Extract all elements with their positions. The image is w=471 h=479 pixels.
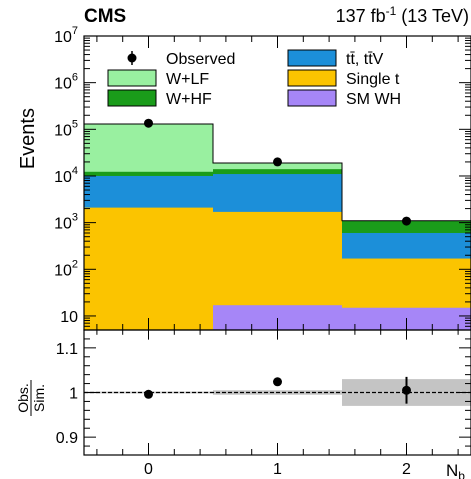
ratio-y-tick-label: 1.1 [56,341,78,358]
ratio-points [144,376,411,404]
legend-label: Observed [166,51,235,68]
y-tick-label: 102 [54,258,78,279]
y-tick-label: 105 [54,118,78,139]
stacked-histogram [83,123,471,330]
observed-point-1 [273,157,282,167]
legend-swatch [107,69,157,87]
ratio-point-0 [144,389,153,399]
y-axis-ticks: 10 102 103 104 105 106 107 [54,25,471,331]
legend-swatch [107,89,157,107]
legend-label: W+HF [166,91,212,108]
y-tick-label: 104 [54,165,78,186]
luminosity-label: 137 fb-1 (13 TeV) [336,4,469,26]
observed-points [144,118,411,226]
legend-marker [127,53,137,63]
bar-single-t-bin-0 [84,207,213,330]
legend: Observed tt̄, tt̄V W+LF Single t W+HF SM WH [107,49,401,108]
x-tick-label: 1 [273,461,282,478]
ratio-y-axis-title: Obs. Sim. [15,380,47,416]
y-tick-label: 106 [54,72,78,93]
ratio-point-1 [273,377,282,387]
x-tick-label: 2 [402,461,411,478]
x-axis-ticks [96,36,459,330]
legend-label: SM WH [346,91,401,108]
legend-label: tt̄, tt̄V [346,51,384,68]
observed-point-2 [402,216,411,226]
y-axis-title: Events [17,108,39,169]
y-tick-label: 103 [54,212,78,233]
ratio-y-tick-label: 0.9 [56,430,78,447]
ratio-y-title-numerator: Obs. [15,383,31,413]
ratio-panel: 0.9 1 1.1 0 1 2 Obs. Sim. Nb [15,329,471,479]
legend-label: Single t [346,71,400,88]
ratio-y-title-denominator: Sim. [31,384,47,412]
y-tick-label: 107 [54,25,78,46]
y-tick-label: 10 [60,309,78,326]
x-axis-title: Nb [446,461,465,479]
x-tick-label: 0 [144,461,153,478]
observed-point-0 [144,118,153,128]
ratio-point-2 [402,385,411,395]
legend-swatch [287,89,337,107]
ratio-panel-frame [83,329,471,456]
legend-label: W+LF [166,71,209,88]
legend-swatch [287,69,337,87]
ratio-y-tick-label: 1 [69,386,78,403]
legend-swatch [287,49,337,67]
experiment-label: CMS [84,6,126,27]
ratio-x-axis-ticks: 0 1 2 [96,330,459,478]
events-panel: 10 102 103 104 105 106 107 Events Observed tt̄,… [17,25,471,331]
